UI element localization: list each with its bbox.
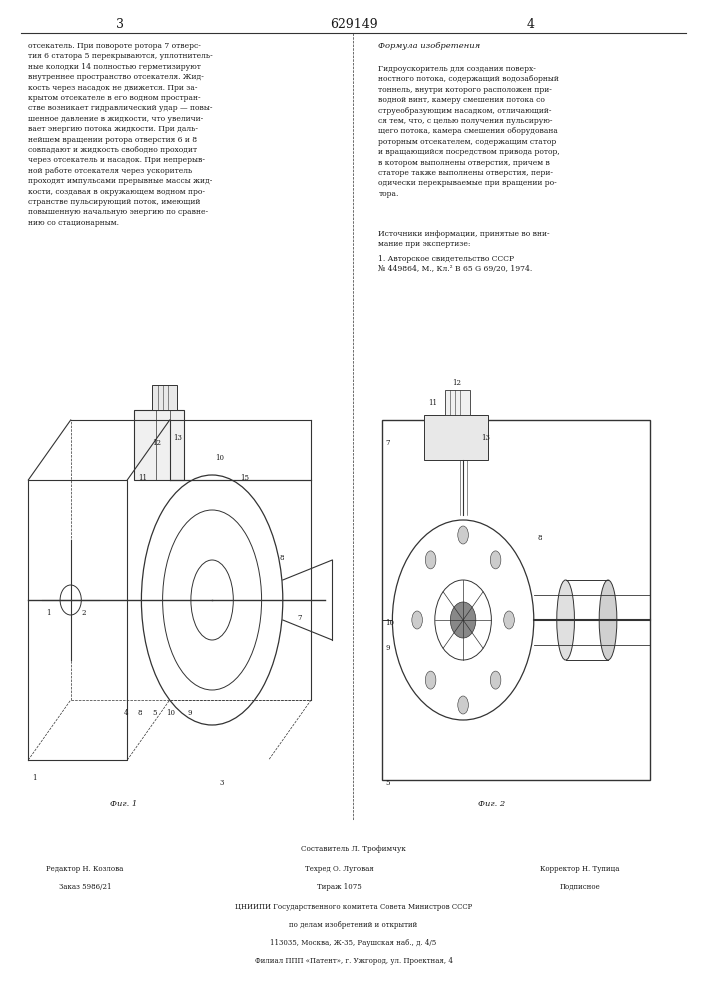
Text: 7: 7 [385, 439, 390, 447]
Text: 4: 4 [124, 709, 128, 717]
Text: Гидроускоритель для создания поверх-
ностного потока, содержащий водозаборный
то: Гидроускоритель для создания поверх- нос… [378, 65, 560, 198]
Ellipse shape [457, 526, 468, 544]
Text: Тираж 1075: Тираж 1075 [317, 883, 362, 891]
Ellipse shape [600, 580, 617, 660]
FancyBboxPatch shape [152, 385, 177, 410]
Text: 1: 1 [46, 609, 50, 617]
Text: 9: 9 [187, 709, 192, 717]
Text: Техред О. Луговая: Техред О. Луговая [305, 865, 374, 873]
Ellipse shape [426, 551, 436, 569]
Text: 10: 10 [216, 454, 225, 462]
Text: Формула изобретения: Формула изобретения [378, 42, 480, 50]
Ellipse shape [557, 580, 574, 660]
Text: 9: 9 [385, 644, 390, 652]
Ellipse shape [426, 671, 436, 689]
Text: 10: 10 [166, 709, 175, 717]
Text: Фиг. 2: Фиг. 2 [478, 800, 505, 808]
Text: 5: 5 [152, 709, 156, 717]
Text: 8: 8 [537, 534, 542, 542]
Text: 8: 8 [279, 554, 284, 562]
Text: 13: 13 [481, 434, 490, 442]
Text: Составитель Л. Трофимчук: Составитель Л. Трофимчук [301, 845, 406, 853]
Bar [445, 390, 470, 415]
Bar [424, 415, 488, 460]
Text: по делам изобретений и открытий: по делам изобретений и открытий [289, 921, 418, 929]
Text: Источники информации, принятые во вни-
мание при экспертизе:: Источники информации, принятые во вни- м… [378, 230, 550, 248]
Text: отсекатель. При повороте ротора 7 отверс-
тия 6 статора 5 перекрываются, уплотни: отсекатель. При повороте ротора 7 отверс… [28, 42, 213, 227]
Ellipse shape [490, 551, 501, 569]
FancyBboxPatch shape [134, 410, 184, 480]
Text: 3: 3 [219, 779, 223, 787]
Text: 629149: 629149 [329, 18, 378, 31]
Text: 11: 11 [428, 399, 437, 407]
Ellipse shape [490, 671, 501, 689]
Text: 113035, Москва, Ж-35, Раушская наб., д. 4/5: 113035, Москва, Ж-35, Раушская наб., д. … [270, 939, 437, 947]
Text: 15: 15 [240, 474, 250, 482]
Text: Заказ 5986/21: Заказ 5986/21 [59, 883, 111, 891]
Text: 12: 12 [452, 379, 462, 387]
Text: 11: 11 [138, 474, 147, 482]
Text: 7: 7 [297, 614, 301, 622]
Text: 10: 10 [385, 619, 395, 627]
Text: ЦНИИПИ Государственного комитета Совета Министров СССР: ЦНИИПИ Государственного комитета Совета … [235, 903, 472, 911]
Text: 5: 5 [385, 779, 390, 787]
Text: 13: 13 [173, 434, 182, 442]
Text: 8: 8 [138, 709, 142, 717]
Ellipse shape [457, 696, 468, 714]
Text: 1: 1 [32, 774, 36, 782]
Text: 3: 3 [116, 18, 124, 31]
Text: Филиал ППП «Патент», г. Ужгород, ул. Проектная, 4: Филиал ППП «Патент», г. Ужгород, ул. Про… [255, 957, 452, 965]
Text: Подписное: Подписное [559, 883, 600, 891]
Ellipse shape [503, 611, 514, 629]
Text: 4: 4 [526, 18, 534, 31]
Text: Корректор Н. Тупица: Корректор Н. Тупица [540, 865, 619, 873]
Text: 12: 12 [152, 439, 161, 447]
Bar [382, 420, 650, 780]
Text: Фиг. 1: Фиг. 1 [110, 800, 137, 808]
Text: 1. Авторское свидетельство СССР
№ 449864, М., Кл.² В 65 G 69/20, 1974.: 1. Авторское свидетельство СССР № 449864… [378, 255, 532, 273]
Circle shape [450, 602, 476, 638]
Text: Редактор Н. Козлова: Редактор Н. Козлова [46, 865, 124, 873]
Ellipse shape [411, 611, 423, 629]
Text: 2: 2 [81, 609, 86, 617]
